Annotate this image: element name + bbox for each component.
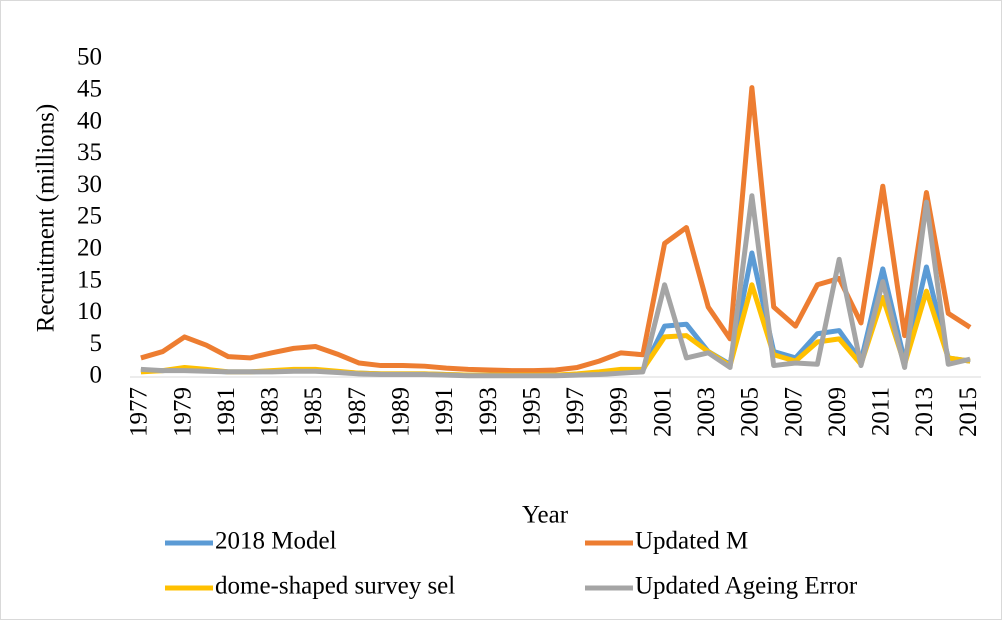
x-tick-label: 1983 bbox=[257, 387, 284, 437]
legend-label: 2018 Model bbox=[215, 528, 337, 555]
x-tick-label: 2001 bbox=[649, 387, 676, 437]
y-tick-label: 25 bbox=[77, 203, 102, 230]
series-line bbox=[140, 85, 972, 374]
x-tick-label: 2007 bbox=[780, 387, 807, 437]
x-tick-label: 1991 bbox=[431, 387, 458, 437]
y-tick-label: 20 bbox=[77, 235, 102, 262]
x-tick-label: 1985 bbox=[300, 387, 327, 437]
x-tick-label: 1989 bbox=[387, 387, 414, 437]
y-tick-label: 50 bbox=[77, 44, 102, 71]
x-axis-label: Year bbox=[522, 502, 569, 529]
x-tick-label: 2009 bbox=[824, 387, 851, 437]
y-tick-label: 0 bbox=[90, 362, 103, 389]
x-tick-label: 2013 bbox=[911, 387, 938, 437]
series-line bbox=[140, 193, 971, 379]
x-tick-label: 1993 bbox=[475, 387, 502, 437]
y-tick-label: 40 bbox=[77, 107, 102, 134]
x-tick-label: 2011 bbox=[868, 387, 895, 436]
y-tick-label: 45 bbox=[77, 76, 102, 103]
y-tick-label: 35 bbox=[77, 139, 102, 166]
legend-label: Updated Ageing Error bbox=[635, 573, 858, 600]
y-tick-label: 5 bbox=[90, 330, 103, 357]
x-tick-label: 2015 bbox=[955, 387, 982, 437]
x-tick-label: 1995 bbox=[518, 387, 545, 437]
legend-label: Updated M bbox=[635, 528, 748, 555]
y-axis-label: Recruitment (millions) bbox=[33, 104, 60, 332]
x-tick-label: 1999 bbox=[606, 387, 633, 437]
x-tick-label: 2003 bbox=[693, 387, 720, 437]
y-tick-label: 15 bbox=[77, 266, 102, 293]
x-tick-label: 2005 bbox=[737, 387, 764, 437]
legend-label: dome-shaped survey sel bbox=[215, 573, 455, 600]
x-tick-label: 1981 bbox=[213, 387, 240, 437]
y-tick-label: 30 bbox=[77, 171, 102, 198]
y-tick-label: 10 bbox=[77, 298, 102, 325]
x-tick-label: 1977 bbox=[126, 387, 153, 437]
x-tick-label: 1979 bbox=[169, 387, 196, 437]
x-tick-label: 1987 bbox=[344, 387, 371, 437]
x-tick-label: 1997 bbox=[562, 387, 589, 437]
